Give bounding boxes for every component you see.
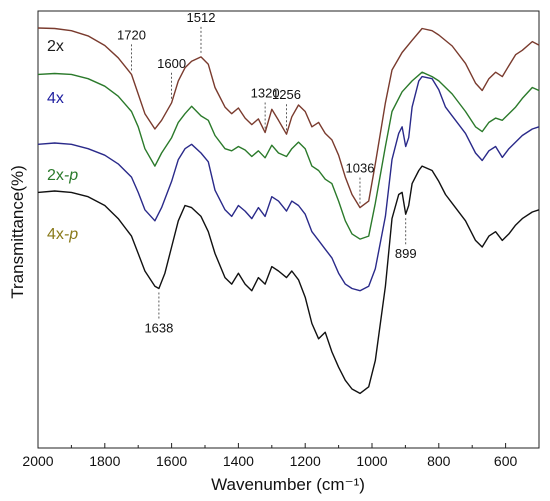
peak-label: 1600 — [157, 56, 186, 71]
x-tick-label: 1200 — [290, 453, 321, 469]
legend-item: 4x-p — [47, 226, 78, 243]
peak-label: 1320 — [251, 85, 280, 100]
legend-item: 2x — [47, 38, 64, 55]
x-tick-label: 1400 — [223, 453, 254, 469]
x-tick-label: 1800 — [89, 453, 120, 469]
legend-item: 2x-p — [47, 167, 78, 184]
x-tick-label: 800 — [427, 453, 451, 469]
peak-label: 1512 — [187, 10, 216, 25]
peak-label: 1720 — [117, 27, 146, 42]
x-tick-label: 2000 — [22, 453, 53, 469]
series-line-3 — [37, 75, 540, 292]
peak-label: 1036 — [346, 161, 375, 176]
series-line-4 — [37, 165, 540, 395]
y-axis-label: Transmittance(%) — [8, 165, 27, 299]
x-axis: 2000 1800 1600 1400 1200 1000 800 600 — [22, 443, 517, 469]
x-tick-label: 1000 — [356, 453, 387, 469]
legend-item: 4x — [47, 90, 64, 107]
x-axis-label: Wavenumber (cm⁻¹) — [211, 475, 365, 494]
series-layer — [37, 27, 540, 395]
plot-frame — [37, 10, 540, 449]
series-line-1 — [37, 27, 540, 209]
x-tick-label: 1600 — [156, 453, 187, 469]
series-line-2 — [37, 71, 540, 240]
x-tick-label: 600 — [494, 453, 518, 469]
legend: 2x 4x 2x-p 4x-p — [47, 38, 78, 243]
peak-label: 1256 — [272, 87, 301, 102]
peak-label: 1638 — [144, 320, 173, 335]
peak-label: 899 — [395, 246, 417, 261]
